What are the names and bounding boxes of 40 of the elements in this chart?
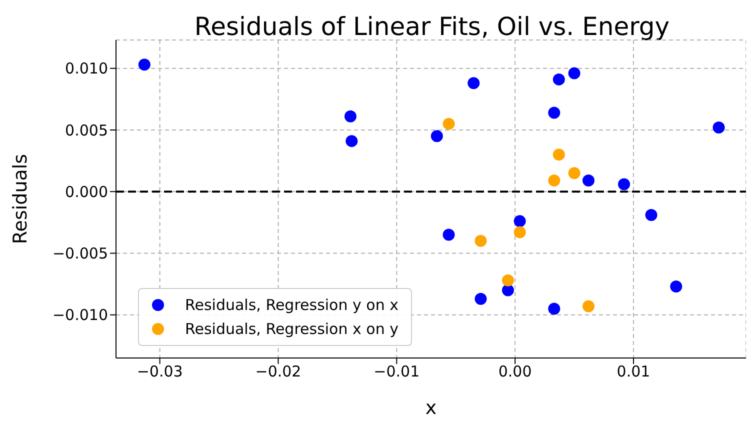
point: [645, 209, 658, 222]
x-tick-label: 0.00: [498, 362, 532, 381]
y-tick-label: −0.010: [52, 306, 108, 324]
x-tick-label: −0.03: [136, 362, 183, 381]
point: [514, 215, 526, 228]
point: [344, 110, 356, 122]
x-tick-label: −0.02: [255, 362, 302, 381]
point: [468, 77, 480, 90]
point: [474, 234, 487, 247]
x-axis-title: x: [425, 397, 437, 419]
point: [582, 300, 594, 312]
y-tick-label: 0.000: [65, 182, 108, 201]
point: [502, 274, 514, 286]
point: [552, 73, 565, 86]
y-axis-title: Residuals: [10, 154, 32, 244]
point: [548, 302, 560, 315]
point: [548, 174, 560, 187]
y-tick-label: 0.010: [65, 60, 108, 78]
point: [474, 292, 487, 305]
point: [568, 167, 580, 180]
y-tick-label: −0.005: [52, 244, 108, 263]
x-tick-label: −0.01: [374, 362, 420, 381]
point: [430, 130, 443, 142]
point: [346, 135, 358, 148]
point: [618, 178, 630, 190]
chart-title: Residuals of Linear Fits, Oil vs. Energy: [193, 12, 671, 41]
point: [442, 228, 455, 241]
point: [552, 148, 565, 161]
point: [670, 280, 682, 293]
point: [514, 226, 526, 238]
point: [712, 122, 725, 134]
point: [568, 67, 580, 80]
point: [548, 106, 560, 119]
y-tick-label: 0.005: [65, 121, 108, 140]
legend-label: Residuals, Regression y on x: [185, 295, 398, 316]
legend-label: Residuals, Regression x on y: [185, 319, 398, 340]
x-tick-label: 0.01: [616, 362, 650, 381]
point: [582, 174, 594, 187]
point: [442, 118, 455, 130]
point: [138, 58, 150, 71]
